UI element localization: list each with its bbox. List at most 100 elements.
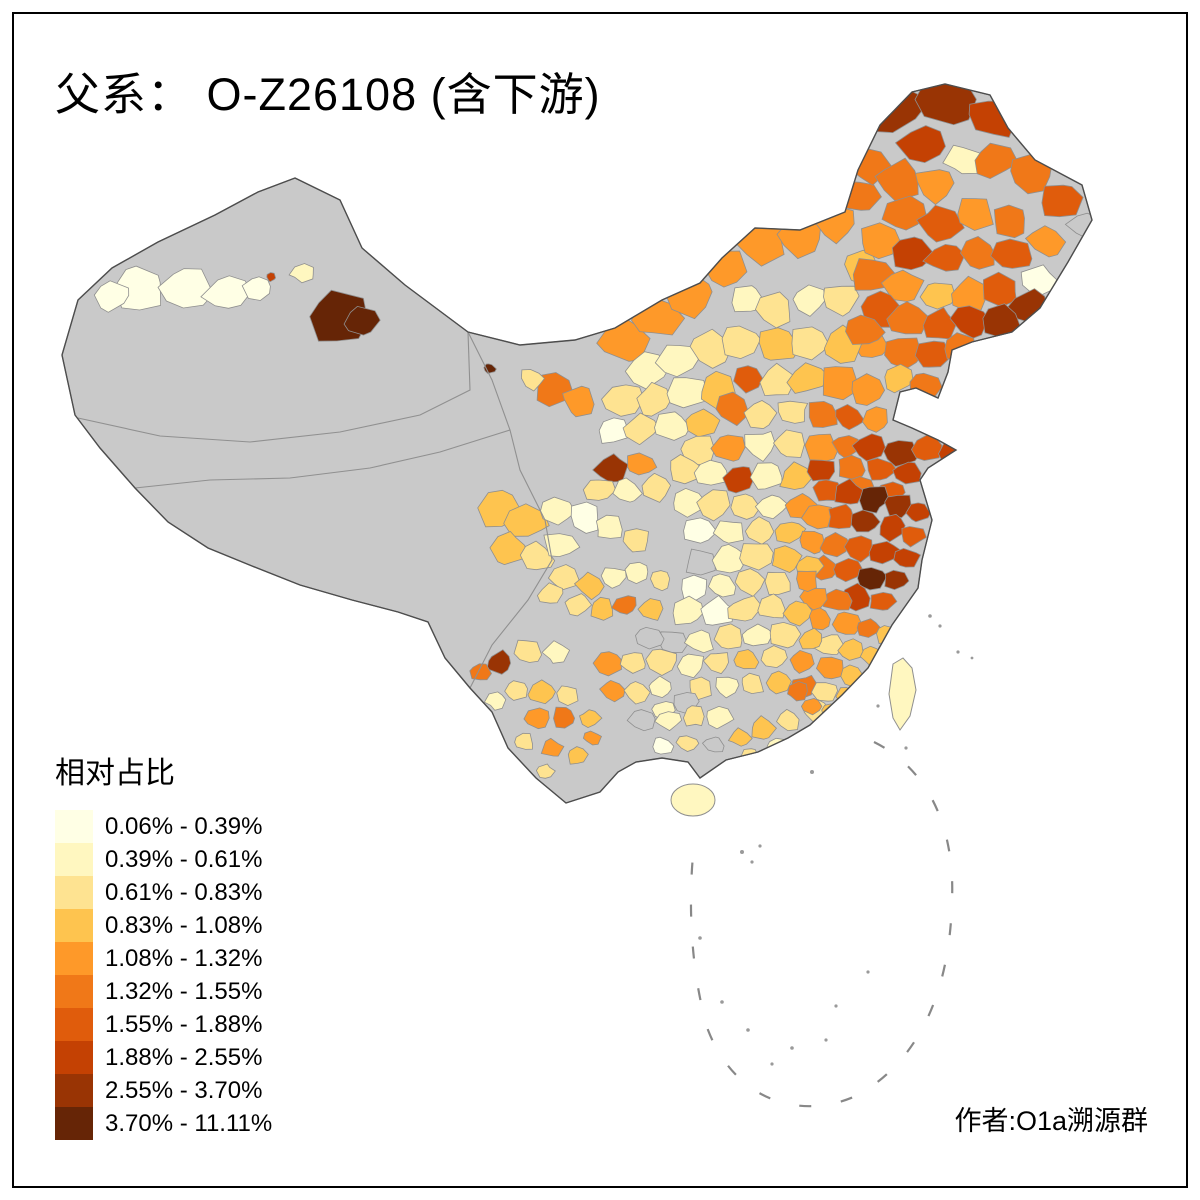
map-region-cell — [857, 567, 888, 591]
map-region-cell — [654, 344, 699, 378]
map-region-cell — [823, 285, 860, 317]
map-region-cell — [645, 648, 677, 676]
map-region-cell — [652, 736, 675, 755]
map-region-cell — [727, 595, 763, 622]
map-region-cell — [503, 503, 550, 537]
map-region-cell — [659, 631, 689, 654]
map-region-cell — [710, 434, 746, 462]
map-region-cell — [595, 514, 623, 539]
map-region-cell — [592, 651, 622, 677]
map-region-cell — [1064, 212, 1092, 239]
map-region-cell — [765, 670, 792, 695]
legend-row: 0.61% - 0.83% — [55, 876, 272, 909]
map-region-cell — [800, 697, 823, 716]
legend-label: 1.55% - 1.88% — [105, 1010, 263, 1038]
map-region-cell — [990, 238, 1033, 269]
map-region-cell — [884, 494, 912, 519]
map-region-cell — [343, 305, 381, 336]
map-region-cell — [567, 746, 589, 765]
map-region-cell — [741, 623, 774, 647]
map-region-cell — [513, 639, 543, 663]
map-region-cell — [751, 715, 777, 740]
map-region-cell — [739, 543, 774, 571]
legend: 相对占比 0.06% - 0.39% 0.39% - 0.61% 0.61% - 0… — [55, 748, 272, 1140]
legend-row: 3.70% - 11.11% — [55, 1107, 272, 1140]
map-region-cell — [676, 653, 705, 679]
map-region-cell — [556, 685, 579, 707]
map-region-cell — [486, 649, 512, 675]
map-region-cell — [866, 457, 898, 481]
province-borders — [77, 331, 553, 689]
map-region-cell — [764, 571, 791, 595]
map-region-cell — [654, 411, 691, 441]
map-region-cell — [157, 268, 214, 309]
map-region-cell — [241, 276, 271, 301]
map-region-cell — [800, 504, 833, 530]
map-region-cell — [957, 198, 994, 231]
map-region-cell — [722, 466, 755, 494]
legend-row: 1.32% - 1.55% — [55, 975, 272, 1008]
map-region-cell — [700, 594, 734, 626]
map-region-cell — [758, 327, 801, 361]
map-region-cell — [712, 520, 745, 544]
map-region-cell — [744, 430, 776, 463]
legend-label: 0.06% - 0.39% — [105, 812, 263, 840]
map-region-cell — [553, 706, 576, 729]
map-region-cell — [520, 369, 546, 392]
map-region-cell — [851, 433, 886, 462]
map-region-cell — [892, 461, 922, 485]
map-region-cell — [1041, 303, 1074, 330]
map-region-cell — [648, 675, 672, 699]
map-region-cell — [523, 707, 550, 730]
legend-row: 0.39% - 0.61% — [55, 843, 272, 876]
map-region-cell — [740, 748, 759, 765]
map-region-cell — [922, 243, 966, 272]
map-region-cell — [706, 705, 735, 730]
map-region-cell — [1041, 184, 1084, 218]
map-region-cell — [792, 284, 826, 317]
map-region-cell — [859, 486, 890, 514]
map-region-cell — [779, 461, 816, 490]
legend-row: 2.55% - 3.70% — [55, 1074, 272, 1107]
nine-dash-line — [689, 741, 954, 1108]
map-region-cell — [856, 618, 882, 638]
map-region-cell — [711, 543, 749, 574]
map-region-cell — [672, 595, 705, 626]
legend-label: 1.88% - 2.55% — [105, 1043, 263, 1071]
map-region-cell — [796, 570, 817, 593]
map-region-cell — [635, 626, 665, 650]
map-region-cell — [541, 640, 571, 664]
map-region-cell — [701, 736, 725, 753]
legend-swatch — [55, 909, 93, 942]
map-region-cell — [850, 509, 881, 533]
map-region-cell — [288, 263, 314, 284]
legend-row: 0.06% - 0.39% — [55, 810, 272, 843]
map-region-cell — [670, 454, 702, 485]
map-region-cell — [547, 564, 580, 591]
map-region-cell — [535, 763, 556, 779]
map-region-cell — [612, 477, 643, 503]
map-region-cell — [562, 385, 595, 418]
legend-title: 相对占比 — [55, 757, 175, 790]
map-region-cell — [627, 452, 658, 476]
map-region-cell — [504, 680, 528, 701]
map-region-cell — [884, 363, 914, 394]
map-region-cell — [851, 373, 886, 406]
map-region-cell — [483, 691, 507, 711]
map-region-cell — [789, 649, 815, 674]
map-region-cell — [681, 574, 708, 602]
map-region-cell — [868, 540, 901, 565]
map-region-cell — [806, 459, 836, 482]
map-region-cell — [771, 545, 803, 573]
map-region-cell — [879, 513, 906, 543]
map-region-cell — [828, 503, 855, 530]
legend-swatch — [55, 1041, 93, 1074]
map-region-cell — [881, 195, 927, 231]
map-region-cell — [543, 533, 581, 558]
map-region-cell — [1024, 225, 1067, 258]
map-region-cell — [582, 479, 617, 501]
map-region-cell — [837, 638, 865, 661]
map-region-cell — [733, 365, 764, 394]
map-region-cell — [682, 705, 705, 727]
